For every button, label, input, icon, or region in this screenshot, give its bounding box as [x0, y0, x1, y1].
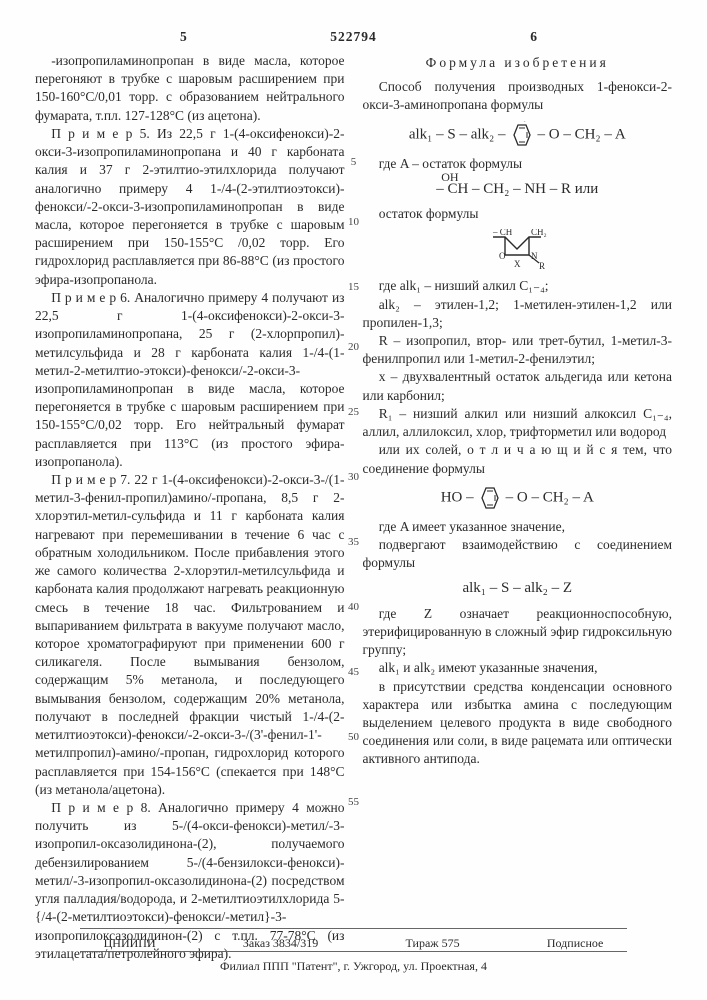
body-text: П р и м е р 7. 22 г 1-(4-оксифенокси)-2-… [35, 471, 345, 799]
line-marker: 50 [348, 730, 359, 745]
oxazoline-ring-icon: – CH CH₂ X N O R [487, 229, 547, 271]
definition-text: alk₁ и alk₂ имеют указанные значения, [363, 659, 673, 677]
page-footer: ЦНИИПИ Заказ 3834/319 Тираж 575 Подписно… [0, 928, 707, 974]
definition-text: остаток формулы [363, 205, 673, 223]
line-marker: 10 [348, 215, 359, 230]
body-text: Способ получения производных 1-фенокси-2… [363, 78, 673, 114]
definition-text: где A – остаток формулы [363, 155, 673, 173]
line-marker: 45 [348, 665, 359, 680]
svg-text:CH₂: CH₂ [531, 229, 547, 237]
line-marker: 15 [348, 280, 359, 295]
formula-text: alk₁ – S – alk₂ – [409, 126, 506, 142]
column-number-right: 6 [530, 28, 537, 46]
formula-text: – O – CH₂ – A [506, 489, 594, 505]
svg-text:R: R [539, 261, 545, 271]
footer-divider [80, 951, 627, 952]
column-number-left: 5 [180, 28, 187, 46]
footer-org: ЦНИИПИ [104, 935, 156, 951]
line-marker: 20 [348, 340, 359, 355]
chemical-formula-oxazoline: – CH CH₂ X N O R [363, 229, 673, 271]
line-marker: 55 [348, 795, 359, 810]
definition-text: или их солей, о т л и ч а ю щ и й с я те… [363, 441, 673, 477]
svg-text:– CH: – CH [492, 229, 513, 237]
hydroxyl-label: OH [441, 169, 458, 185]
definition-text: где Z означает реакционноспособную, этер… [363, 605, 673, 660]
line-marker: 5 [351, 155, 357, 170]
footer-copies: Тираж 575 [406, 935, 460, 951]
definition-text: R₁ – низший алкил или низший алкоксил C₁… [363, 405, 673, 441]
chemical-formula-1: alk₁ – S – alk₂ – R₁ – O – CH₂ – A [363, 121, 673, 149]
footer-divider [80, 928, 627, 929]
body-text: П р и м е р 5. Из 22,5 г 1-(4-оксифенокс… [35, 125, 345, 289]
patent-page: 5 522794 6 5 10 15 20 25 30 35 40 45 50 … [0, 0, 707, 1000]
definition-text: alk₂ – этилен-1,2; 1-метилен-этилен-1,2 … [363, 296, 673, 332]
left-column: -изопропиламинопропан в виде масла, кото… [35, 52, 345, 963]
right-column: Формула изобретения Способ получения про… [363, 52, 673, 963]
definition-text: R – изопропил, втор- или трет-бутил, 1-м… [363, 332, 673, 368]
benzene-ring-icon [474, 484, 506, 512]
content-columns: -изопропиламинопропан в виде масла, кото… [35, 52, 672, 963]
svg-text:X: X [514, 259, 521, 269]
footer-sign: Подписное [547, 935, 604, 951]
svg-text:O: O [499, 251, 506, 261]
formula-text: – O – CH₂ – A [538, 126, 626, 142]
definition-text: где A имеет указанное значение, [363, 518, 673, 536]
definition-text: в присутствии средства конденсации основ… [363, 678, 673, 769]
line-marker: 30 [348, 470, 359, 485]
footer-address: Филиал ППП "Патент", г. Ужгород, ул. Про… [0, 958, 707, 974]
chemical-formula-3: HO – – O – CH₂ – A [363, 484, 673, 512]
formula-text: – CH – CH₂ – NH – R или [436, 181, 598, 197]
line-marker: 25 [348, 405, 359, 420]
line-marker: 40 [348, 600, 359, 615]
body-text: П р и м е р 6. Аналогично примеру 4 полу… [35, 289, 345, 471]
footer-order: Заказ 3834/319 [243, 935, 318, 951]
definition-text: x – двухвалентный остаток альдегида или … [363, 368, 673, 404]
chemical-formula-2: OH – CH – CH₂ – NH – R или [363, 179, 673, 199]
definition-text: где alk₁ – низший алкил C₁₋₄; [363, 277, 673, 295]
footer-row: ЦНИИПИ Заказ 3834/319 Тираж 575 Подписно… [0, 935, 707, 951]
chemical-formula-4: alk₁ – S – alk₂ – Z [363, 578, 673, 598]
definition-text: подвергают взаимодействию с соединением … [363, 536, 673, 572]
benzene-ring-icon: R₁ [506, 121, 538, 149]
patent-number: 522794 [330, 28, 377, 46]
body-text: -изопропиламинопропан в виде масла, кото… [35, 52, 345, 125]
svg-text:R₁: R₁ [517, 121, 525, 122]
claims-heading: Формула изобретения [363, 54, 673, 72]
formula-text: HO – [441, 489, 474, 505]
line-marker: 35 [348, 535, 359, 550]
